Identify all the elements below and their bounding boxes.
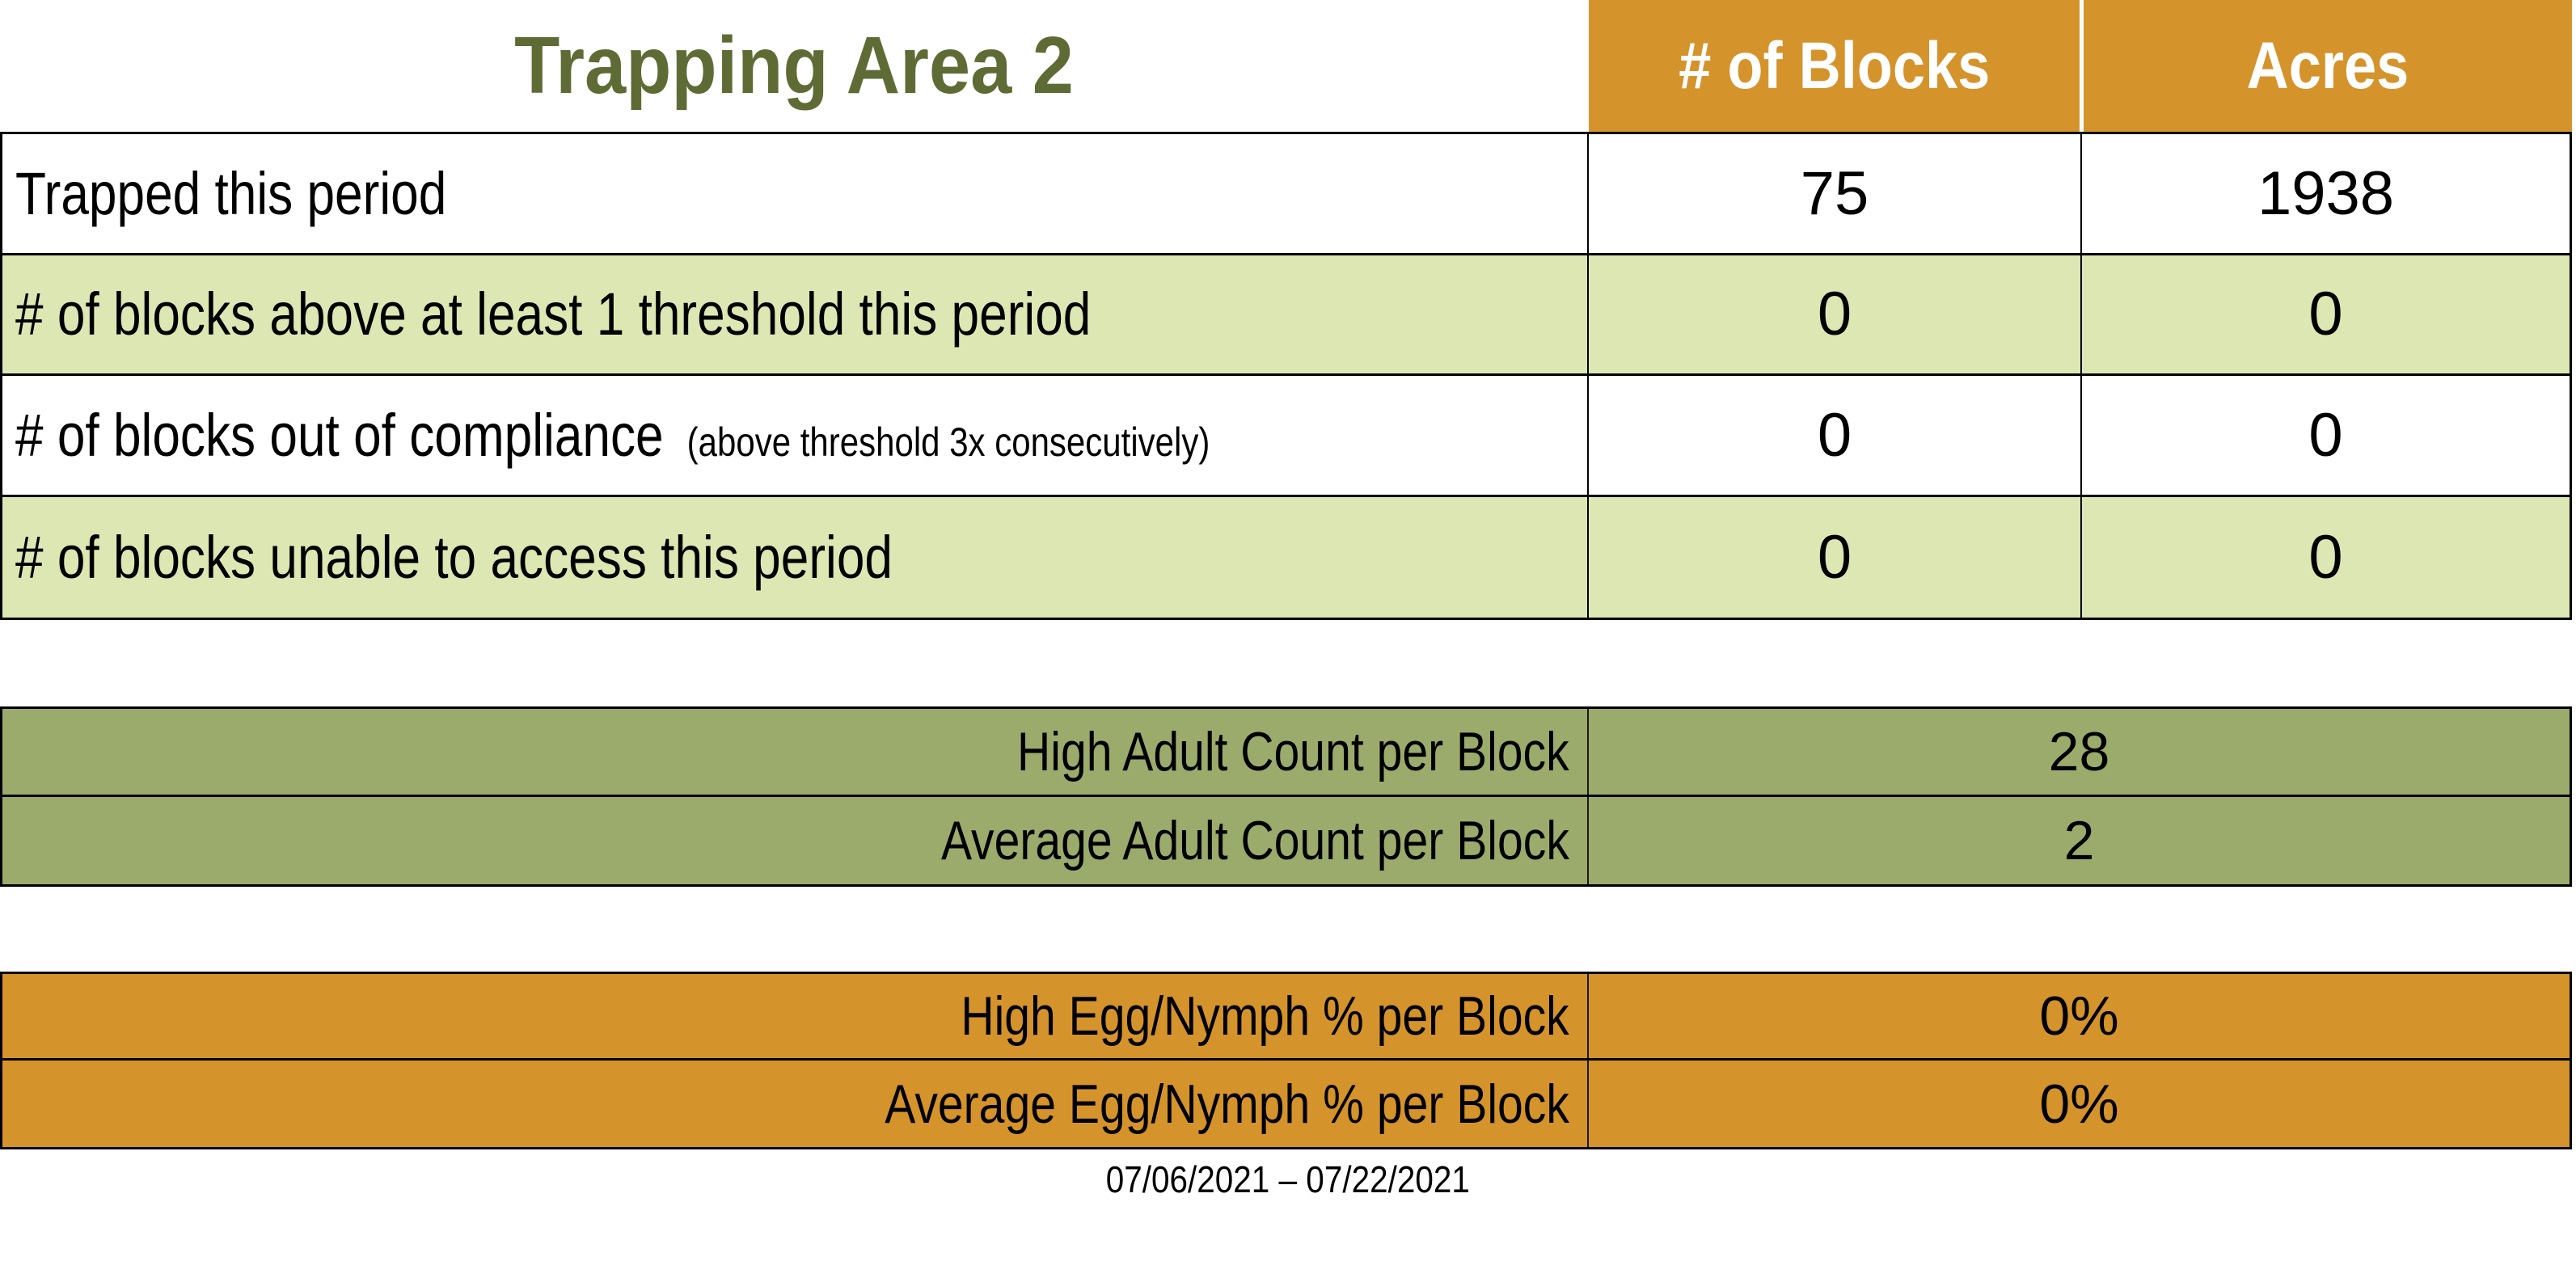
column-header-blocks: # of Blocks [1589,0,2080,132]
row-value: 0% [2039,985,2119,1047]
table-row-average-egg-nymph: Average Egg/Nymph % per Block 0% [2,1061,2570,1147]
table-row-high-adult-count: High Adult Count per Block 28 [2,709,2570,797]
acres-value: 0 [2308,522,2343,592]
report-title-cell: Trapping Area 2 [0,0,1589,132]
acres-value: 0 [2308,400,2343,470]
blocks-value: 0 [1589,255,2082,373]
row-label: High Egg/Nymph % per Block [961,985,1569,1047]
row-label-cell: Average Egg/Nymph % per Block [2,1061,1589,1147]
table-row-above-threshold: # of blocks above at least 1 threshold t… [2,255,2570,376]
row-label: # of blocks unable to access this period [15,523,893,592]
row-label-cell: # of blocks out of compliance (above thr… [2,376,1589,495]
date-range: 07/06/2021 – 07/22/2021 [0,1158,2576,1201]
column-header-blocks-label: # of Blocks [1679,28,1990,103]
row-label-text: # of blocks unable to access this period [15,523,893,591]
row-label-cell: Trapped this period [2,134,1589,253]
row-value: 28 [2048,720,2110,782]
row-label-cell: # of blocks unable to access this period [2,496,1589,618]
adult-count-section: High Adult Count per Block 28 Average Ad… [0,706,2572,887]
row-label-cell: High Egg/Nymph % per Block [2,974,1589,1058]
table-row-average-adult-count: Average Adult Count per Block 2 [2,796,2570,884]
blocks-value: 0 [1589,496,2082,618]
date-range-text: 07/06/2021 – 07/22/2021 [1105,1158,1471,1200]
table-row-trapped: Trapped this period 75 1938 [2,134,2570,255]
row-label: Average Adult Count per Block [941,809,1569,871]
row-label-text: # of blocks out of compliance [15,401,664,469]
column-header-acres-label: Acres [2246,28,2409,103]
row-label-note: (above threshold 3x consecutively) [686,419,1210,465]
table-row-high-egg-nymph: High Egg/Nymph % per Block 0% [2,974,2570,1061]
blocks-value: 0 [1589,376,2082,495]
acres-value: 0 [2308,280,2343,349]
egg-nymph-section: High Egg/Nymph % per Block 0% Average Eg… [0,972,2572,1149]
blocks-value: 75 [1589,134,2082,253]
row-label: High Adult Count per Block [1017,720,1569,782]
row-label-cell: # of blocks above at least 1 threshold t… [2,255,1589,373]
row-label-cell: Average Adult Count per Block [2,796,1589,884]
column-header-acres: Acres [2084,0,2572,132]
row-value: 0% [2039,1073,2119,1135]
row-label-text: # of blocks above at least 1 threshold t… [15,280,1092,348]
acres-value: 1938 [2257,158,2395,228]
row-label: Trapped this period [15,159,446,228]
row-label: Average Egg/Nymph % per Block [885,1073,1569,1135]
row-label: # of blocks above at least 1 threshold t… [15,280,1091,348]
table-row-out-of-compliance: # of blocks out of compliance (above thr… [2,376,2570,497]
row-value: 2 [2063,809,2095,871]
row-label-cell: High Adult Count per Block [2,709,1589,795]
row-label: # of blocks out of compliance (above thr… [15,401,1210,470]
summary-table: Trapped this period 75 1938 # of blocks … [0,132,2572,620]
page-title: Trapping Area 2 [514,20,1075,111]
table-row-unable-to-access: # of blocks unable to access this period… [2,496,2570,618]
row-label-text: Trapped this period [15,159,447,227]
